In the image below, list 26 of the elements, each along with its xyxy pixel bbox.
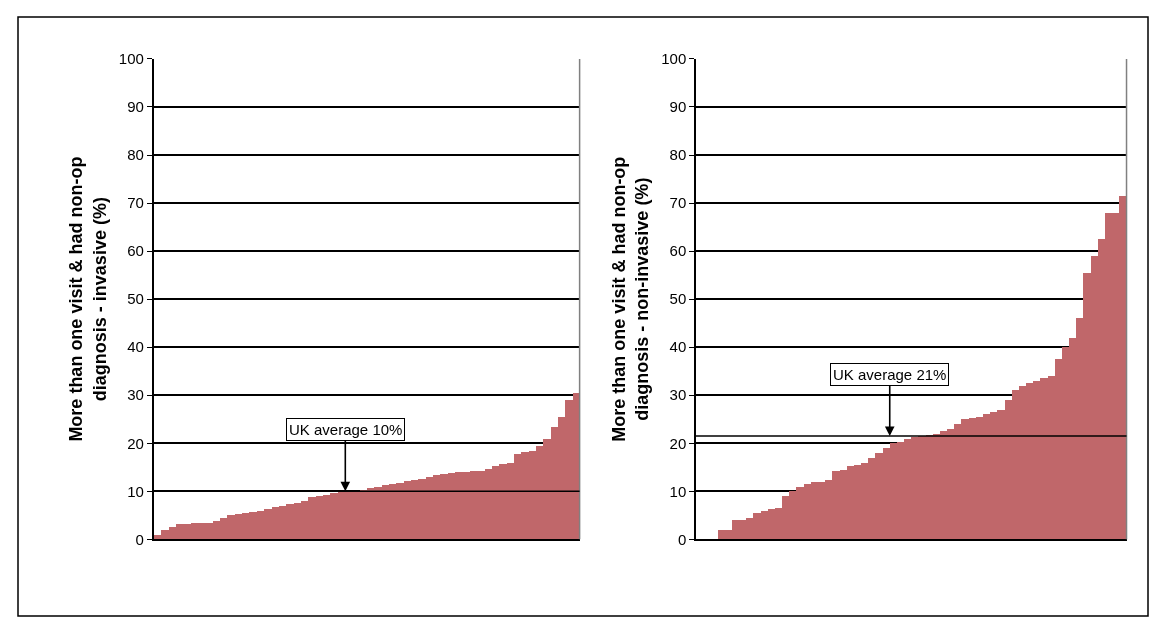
y-tick-label: 10 bbox=[669, 482, 687, 500]
y-tick-label: 40 bbox=[669, 338, 687, 356]
y-tick-label: 80 bbox=[669, 146, 687, 164]
y-tick-label: 0 bbox=[677, 530, 687, 548]
y-tick-label: 30 bbox=[669, 386, 687, 404]
y-tick-label: 20 bbox=[127, 434, 144, 452]
y-tick-label: 0 bbox=[135, 530, 144, 548]
y-tick-label: 60 bbox=[669, 242, 687, 260]
y-tick-label: 100 bbox=[661, 50, 687, 68]
y-tick-label: 40 bbox=[127, 338, 144, 356]
ref-line-label: UK average 10% bbox=[289, 421, 403, 438]
y-tick-label: 10 bbox=[127, 482, 144, 500]
y-tick-label: 50 bbox=[127, 290, 144, 308]
y-tick-label: 50 bbox=[669, 290, 687, 308]
y-tick-label: 30 bbox=[127, 386, 144, 404]
y-tick-label: 90 bbox=[127, 98, 144, 116]
y-tick-label: 70 bbox=[669, 194, 687, 212]
y-tick-label: 80 bbox=[127, 146, 144, 164]
y-axis-title: More than one visit & had non-op diagnosis - non-invasive (%) bbox=[608, 156, 652, 442]
y-tick-label: 60 bbox=[127, 242, 144, 260]
y-tick-label: 20 bbox=[669, 434, 687, 452]
y-axis-title: More than one visit & had non-op diagnosis - invasive (%) bbox=[66, 156, 110, 442]
ref-line-label: UK average 21% bbox=[833, 366, 947, 383]
y-tick-label: 90 bbox=[669, 98, 687, 116]
y-tick-label: 100 bbox=[118, 50, 144, 68]
y-tick-label: 70 bbox=[127, 194, 144, 212]
